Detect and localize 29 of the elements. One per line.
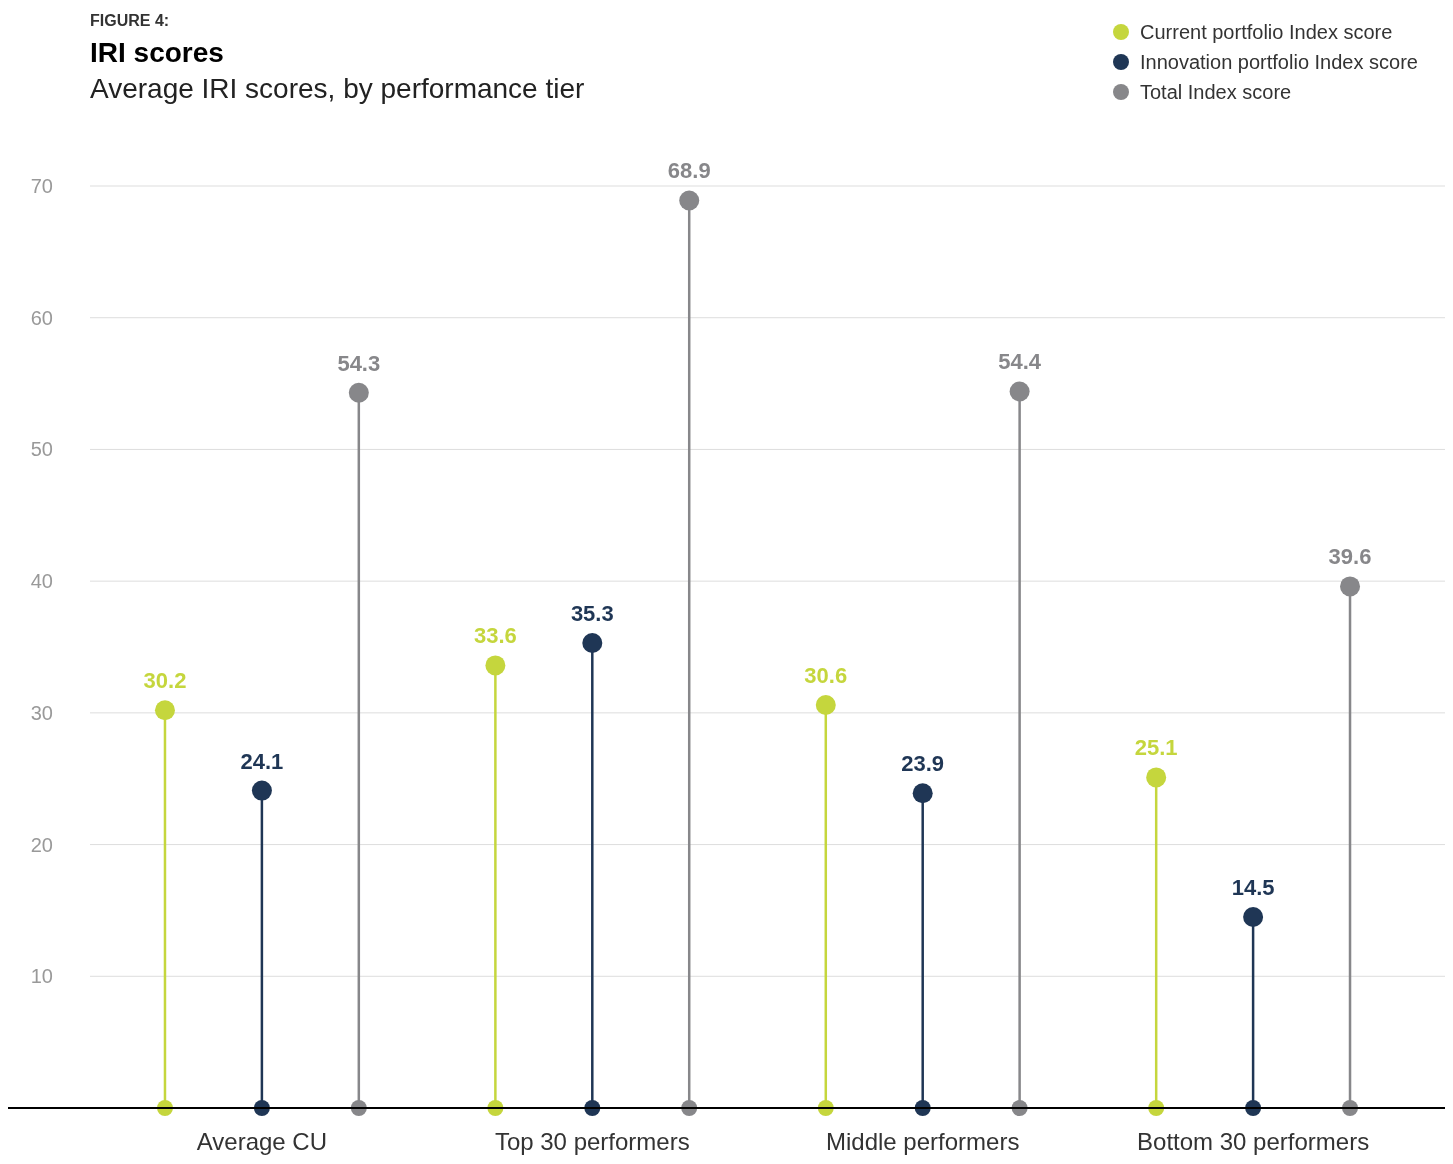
legend-label: Total Index score [1140,81,1292,103]
y-tick-label: 30 [30,701,53,724]
data-label: 39.6 [1328,544,1372,570]
data-label: 68.9 [667,158,711,184]
data-label: 30.2 [143,668,187,694]
data-label: 14.5 [1231,875,1275,901]
data-label: 23.9 [901,751,945,777]
legend-label: Current portfolio Index score [1140,21,1393,43]
data-label: 30.6 [804,662,848,688]
data-label: 35.3 [570,601,614,627]
y-tick-label: 70 [30,175,53,197]
data-label: 25.1 [1134,735,1178,761]
y-tick-label: 50 [30,438,53,461]
data-label: 54.3 [337,350,381,376]
data-label: 33.6 [473,623,517,649]
x-tick-label: Top 30 performers [494,1128,690,1155]
y-tick-label: 10 [30,965,53,988]
data-label: 54.4 [998,349,1042,375]
chart-title: IRI scores [90,37,224,68]
y-tick-label: 60 [30,306,53,329]
data-label: 24.1 [240,748,284,774]
chart-subtitle: Average IRI scores, by performance tier [90,73,585,104]
legend-label: Innovation portfolio Index score [1140,51,1418,73]
caption: FIGURE 4: [90,12,170,29]
x-tick-label: Bottom 30 performers [1137,1128,1370,1155]
x-tick-label: Average CU [196,1128,328,1155]
y-tick-label: 40 [30,570,53,593]
y-tick-label: 20 [30,833,53,856]
x-tick-label: Middle performers [826,1128,1020,1155]
